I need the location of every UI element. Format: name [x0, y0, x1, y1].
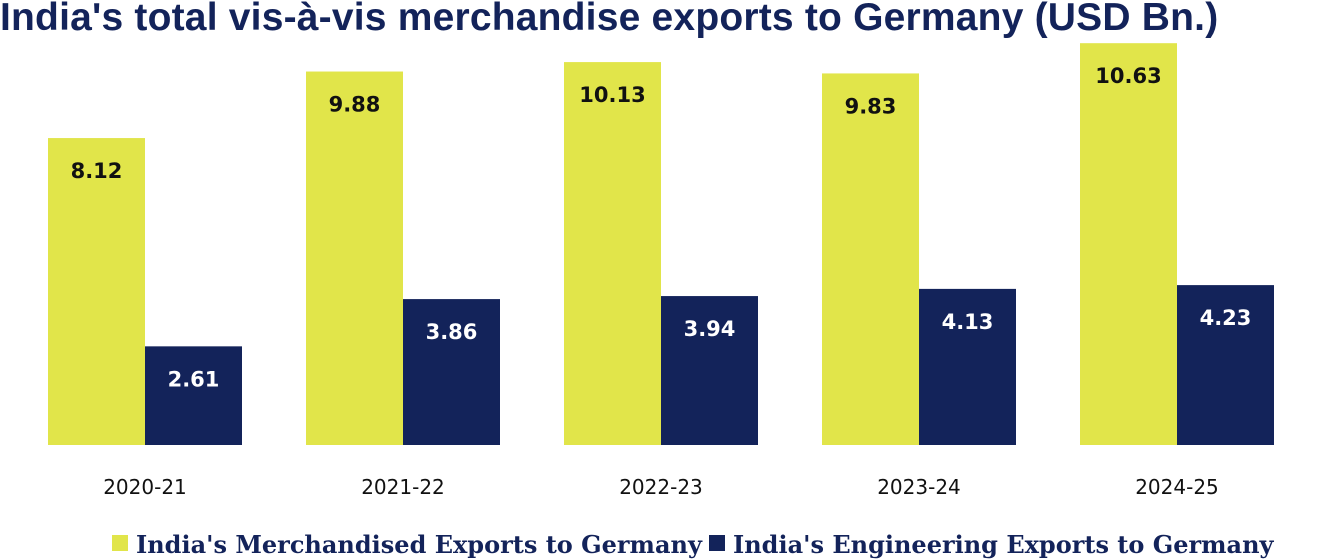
legend-label: India's Merchandised Exports to Germany [136, 530, 703, 559]
bar-merchandise-2024-25 [1080, 43, 1177, 445]
x-tick-label: 2020-21 [103, 475, 187, 499]
bar-engineering-2020-21 [145, 346, 242, 445]
bar-engineering-2024-25 [1177, 285, 1274, 445]
data-label: 10.63 [1095, 64, 1161, 88]
data-label: 2.61 [168, 367, 220, 391]
legend-swatch-merchandise [112, 535, 128, 551]
chart-title: India's total vis-à-vis merchandise expo… [0, 0, 1219, 39]
legend-swatch-engineering [709, 535, 725, 551]
data-label: 4.23 [1200, 306, 1252, 330]
bar-merchandise-2022-23 [564, 62, 661, 445]
data-label: 9.88 [329, 93, 381, 117]
data-label: 10.13 [579, 83, 645, 107]
bar-merchandise-2023-24 [822, 73, 919, 446]
bar-engineering-2023-24 [919, 288, 1016, 445]
data-label: 9.83 [845, 94, 897, 118]
bar-merchandise-2021-22 [306, 71, 403, 445]
x-tick-label: 2024-25 [1135, 475, 1219, 499]
data-label: 4.13 [942, 310, 994, 334]
bar-engineering-2022-23 [661, 296, 758, 445]
x-tick-label: 2023-24 [877, 475, 961, 499]
legend-label: India's Engineering Exports to Germany [733, 530, 1275, 559]
bar-merchandise-2020-21 [48, 138, 145, 445]
x-tick-label: 2021-22 [361, 475, 445, 499]
data-label: 3.86 [426, 320, 478, 344]
x-tick-label: 2022-23 [619, 475, 703, 499]
data-label: 8.12 [71, 159, 123, 183]
bar-engineering-2021-22 [403, 299, 500, 445]
data-label: 3.94 [684, 317, 736, 341]
